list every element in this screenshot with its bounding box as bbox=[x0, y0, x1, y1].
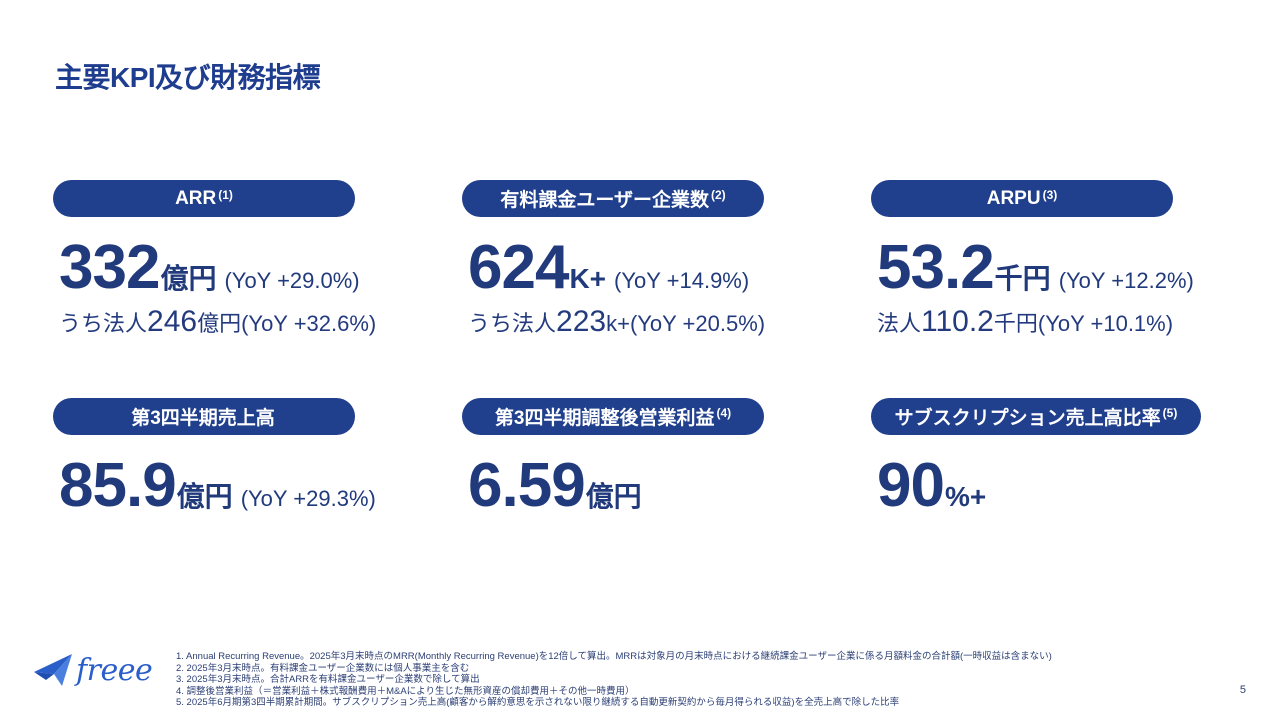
kpi-sub-prefix: うち法人 bbox=[59, 311, 148, 336]
kpi-sub-value: 223 bbox=[556, 305, 607, 338]
kpi-sub-line: うち法人223k+(YoY +20.5%) bbox=[468, 305, 822, 339]
kpi-sub-value: 246 bbox=[147, 305, 198, 338]
kpi-sub-yoy: (YoY +20.5%) bbox=[629, 311, 766, 336]
kpi-value: 53.2 bbox=[877, 233, 995, 302]
footnote-ref: (1) bbox=[218, 187, 233, 202]
kpi-label-pill: 第3四半期調整後営業利益 (4) bbox=[462, 398, 764, 435]
kpi-q3-revenue: 第3四半期売上高 85.9億円 (YoY +29.3%) bbox=[53, 398, 413, 521]
footnote: 4. 調整後営業利益（＝営業利益＋株式報酬費用＋M&Aにより生じた無形資産の償却… bbox=[176, 685, 635, 697]
kpi-sub-yoy: (YoY +10.1%) bbox=[1037, 311, 1174, 336]
kpi-sub-unit: 千円 bbox=[993, 311, 1038, 336]
page-title: 主要KPI及び財務指標 bbox=[55, 62, 321, 93]
footnote: 2. 2025年3月末時点。有料課金ユーザー企業数には個人事業主を含む bbox=[176, 662, 470, 674]
kpi-arr: ARR (1) 332億円 (YoY +29.0%) うち法人246億円(YoY +… bbox=[53, 180, 413, 339]
kpi-label: ARPU bbox=[986, 187, 1041, 209]
kpi-value: 6.59 bbox=[468, 451, 586, 520]
kpi-sub-line: うち法人246億円(YoY +32.6%) bbox=[59, 305, 413, 339]
kpi-main-line: 53.2千円 (YoY +12.2%) bbox=[877, 232, 1231, 303]
footnote-ref: (5) bbox=[1162, 405, 1178, 420]
kpi-unit: 億円 bbox=[160, 263, 217, 294]
kpi-yoy: (YoY +12.2%) bbox=[1058, 268, 1194, 293]
kpi-label: ARR bbox=[175, 187, 217, 209]
kpi-unit: 千円 bbox=[994, 263, 1051, 294]
bird-icon bbox=[34, 654, 72, 686]
kpi-sub-unit: 億円 bbox=[197, 311, 242, 336]
footnote-ref: (4) bbox=[716, 405, 732, 420]
kpi-sub-prefix: うち法人 bbox=[468, 311, 557, 336]
freee-logo: freee bbox=[32, 644, 162, 696]
kpi-label-pill: 有料課金ユーザー企業数 (2) bbox=[462, 180, 764, 217]
kpi-unit: 億円 bbox=[176, 481, 233, 512]
kpi-sub-yoy: (YoY +32.6%) bbox=[241, 311, 377, 336]
kpi-main-line: 6.59億円 bbox=[468, 450, 822, 521]
kpi-yoy: (YoY +14.9%) bbox=[614, 268, 750, 293]
footnotes: 1. Annual Recurring Revenue。2025年3月末時点のM… bbox=[176, 651, 1052, 709]
kpi-label-pill: ARPU (3) bbox=[871, 180, 1173, 217]
kpi-value: 624 bbox=[468, 233, 569, 302]
kpi-sub-unit: k+ bbox=[606, 311, 630, 336]
kpi-sub-prefix: 法人 bbox=[877, 311, 922, 336]
kpi-yoy: (YoY +29.3%) bbox=[240, 486, 376, 511]
kpi-yoy: (YoY +29.0%) bbox=[224, 268, 360, 293]
footnote: 3. 2025年3月末時点。合計ARRを有料課金ユーザー企業数で除して算出 bbox=[176, 674, 480, 686]
footnote: 1. Annual Recurring Revenue。2025年3月末時点のM… bbox=[176, 651, 1052, 662]
kpi-q3-adjusted-operating-profit: 第3四半期調整後営業利益 (4) 6.59億円 bbox=[462, 398, 822, 521]
kpi-label-pill: サブスクリプション売上高比率 (5) bbox=[871, 398, 1201, 435]
kpi-label-pill: ARR (1) bbox=[53, 180, 355, 217]
page-number: 5 bbox=[1239, 684, 1246, 696]
kpi-label: 有料課金ユーザー企業数 bbox=[500, 190, 709, 211]
kpi-value: 332 bbox=[59, 233, 160, 302]
kpi-main-line: 624K+ (YoY +14.9%) bbox=[468, 232, 822, 303]
kpi-label: 第3四半期売上高 bbox=[131, 408, 275, 429]
kpi-label: 第3四半期調整後営業利益 bbox=[494, 408, 715, 429]
kpi-main-line: 332億円 (YoY +29.0%) bbox=[59, 232, 413, 303]
kpi-label: サブスクリプション売上高比率 bbox=[894, 408, 1161, 429]
footnote-ref: (2) bbox=[710, 187, 726, 202]
footnote: 5. 2025年6月期第3四半期累計期間。サブスクリプション売上高(顧客から解約… bbox=[176, 697, 900, 709]
kpi-main-line: 90%+ bbox=[877, 450, 1231, 521]
kpi-main-line: 85.9億円 (YoY +29.3%) bbox=[59, 450, 413, 521]
logo-text: freee bbox=[76, 652, 153, 688]
kpi-arpu: ARPU (3) 53.2千円 (YoY +12.2%) 法人110.2千円(YoY… bbox=[871, 180, 1231, 339]
kpi-unit: K+ bbox=[569, 263, 607, 294]
footnote-ref: (3) bbox=[1042, 187, 1058, 202]
kpi-subscription-ratio: サブスクリプション売上高比率 (5) 90%+ bbox=[871, 398, 1231, 521]
kpi-sub-line: 法人110.2千円(YoY +10.1%) bbox=[877, 305, 1231, 339]
kpi-unit: %+ bbox=[944, 481, 987, 512]
kpi-label-pill: 第3四半期売上高 bbox=[53, 398, 355, 435]
kpi-unit: 億円 bbox=[585, 481, 642, 512]
kpi-paying-users: 有料課金ユーザー企業数 (2) 624K+ (YoY +14.9%) うち法人223… bbox=[462, 180, 822, 339]
kpi-value: 85.9 bbox=[59, 451, 177, 520]
kpi-sub-value: 110.2 bbox=[921, 305, 994, 338]
kpi-value: 90 bbox=[877, 451, 945, 520]
